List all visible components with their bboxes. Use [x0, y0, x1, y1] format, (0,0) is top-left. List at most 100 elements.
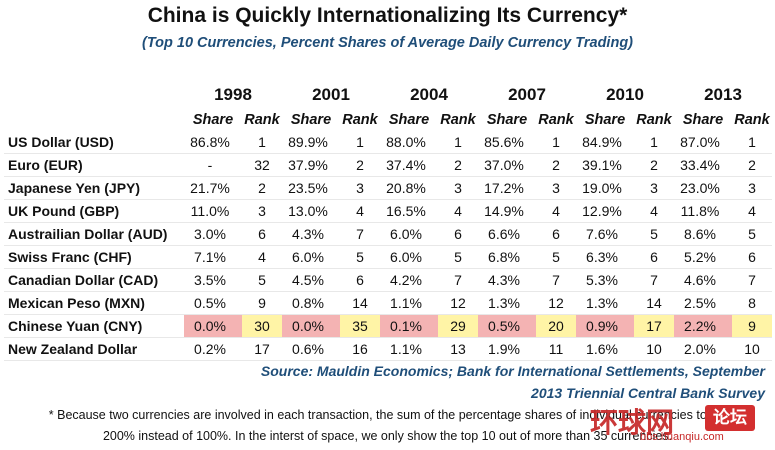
table-row: Swiss Franc (CHF) 7.1% 4 6.0% 5 6.0% 5 6.8% 5 6.3… [4, 246, 772, 269]
rank-column-label: Rank [440, 111, 476, 128]
share-cell: 1.3% [478, 292, 536, 315]
watermark-url: bbs.huanqiu.com [640, 431, 724, 443]
source-line-1: Source: Mauldin Economics; Bank for Inte… [260, 363, 765, 379]
share-cell: 11.0% [184, 200, 242, 223]
share-cell: 37.4% [380, 154, 438, 177]
rank-cell: 5 [536, 246, 576, 269]
share-cell: 6.3% [576, 246, 634, 269]
share-cell: 1.3% [576, 292, 634, 315]
currency-name: Austrailian Dollar (AUD) [4, 223, 184, 246]
rank-cell: 6 [340, 269, 380, 292]
share-cell: 2.5% [674, 292, 732, 315]
currency-name: Swiss Franc (CHF) [4, 246, 184, 269]
share-cell: 5.3% [576, 269, 634, 292]
rank-cell: 9 [732, 315, 772, 338]
share-cell: 0.2% [184, 338, 242, 361]
share-cell: 0.1% [380, 315, 438, 338]
rank-cell: 6 [438, 223, 478, 246]
share-cell: 85.6% [478, 131, 536, 154]
share-cell: - [184, 154, 242, 177]
share-cell: 3.5% [184, 269, 242, 292]
share-cell: 89.9% [282, 131, 340, 154]
share-column-label: Share [290, 111, 332, 128]
share-cell: 0.5% [478, 315, 536, 338]
rank-cell: 4 [634, 200, 674, 223]
rank-column-label: Rank [538, 111, 574, 128]
rank-column-label: Rank [734, 111, 770, 128]
share-cell: 86.8% [184, 131, 242, 154]
share-cell: 2.2% [674, 315, 732, 338]
share-cell: 87.0% [674, 131, 732, 154]
currency-name: Mexican Peso (MXN) [4, 292, 184, 315]
rank-cell: 7 [634, 269, 674, 292]
rank-cell: 10 [634, 338, 674, 361]
currency-name: Chinese Yuan (CNY) [4, 315, 184, 338]
share-cell: 39.1% [576, 154, 634, 177]
watermark: 环球网 论坛 bbs.huanqiu.com [590, 401, 770, 447]
rank-cell: 3 [340, 177, 380, 200]
rank-cell: 4 [242, 246, 282, 269]
share-cell: 1.9% [478, 338, 536, 361]
currency-name: New Zealand Dollar [4, 338, 184, 361]
share-cell: 5.2% [674, 246, 732, 269]
rank-column-label: Rank [244, 111, 280, 128]
rank-cell: 29 [438, 315, 478, 338]
year-header-row: 1998 2001 2004 2007 2010 2013 [4, 82, 772, 108]
rank-cell: 5 [732, 223, 772, 246]
share-cell: 7.1% [184, 246, 242, 269]
source-line-2: 2013 Triennial Central Bank Survey [531, 385, 765, 401]
share-cell: 4.3% [478, 269, 536, 292]
rank-cell: 6 [634, 246, 674, 269]
rank-cell: 2 [634, 154, 674, 177]
share-cell: 21.7% [184, 177, 242, 200]
share-cell: 0.5% [184, 292, 242, 315]
rank-cell: 1 [634, 131, 674, 154]
share-cell: 0.0% [282, 315, 340, 338]
rank-cell: 2 [536, 154, 576, 177]
rank-cell: 5 [634, 223, 674, 246]
corner-cell [4, 108, 184, 131]
rank-cell: 3 [536, 177, 576, 200]
share-cell: 4.2% [380, 269, 438, 292]
rank-cell: 1 [536, 131, 576, 154]
share-cell: 12.9% [576, 200, 634, 223]
watermark-logo: 环球网 [590, 406, 675, 439]
rank-cell: 5 [340, 246, 380, 269]
share-cell: 8.6% [674, 223, 732, 246]
year-header: 2013 [704, 85, 742, 104]
corner-cell [4, 82, 184, 108]
share-cell: 0.8% [282, 292, 340, 315]
share-cell: 1.1% [380, 338, 438, 361]
rank-cell: 14 [634, 292, 674, 315]
rank-cell: 35 [340, 315, 380, 338]
rank-cell: 3 [634, 177, 674, 200]
share-cell: 23.0% [674, 177, 732, 200]
share-cell: 16.5% [380, 200, 438, 223]
rank-cell: 7 [438, 269, 478, 292]
rank-cell: 4 [732, 200, 772, 223]
share-cell: 3.0% [184, 223, 242, 246]
share-cell: 20.8% [380, 177, 438, 200]
rank-cell: 17 [242, 338, 282, 361]
table-row: Japanese Yen (JPY) 21.7% 2 23.5% 3 20.8% 3 17.2… [4, 177, 772, 200]
share-column-label: Share [192, 111, 234, 128]
chart-title: China is Quickly Internationalizing Its … [147, 4, 628, 27]
rank-cell: 6 [536, 223, 576, 246]
currency-name: Euro (EUR) [4, 154, 184, 177]
rank-cell: 6 [242, 223, 282, 246]
rank-cell: 2 [438, 154, 478, 177]
column-label-row: Share Rank Share Rank Share Rank Share Rank Shar… [4, 108, 772, 131]
year-header: 2010 [606, 85, 644, 104]
share-cell: 6.8% [478, 246, 536, 269]
rank-cell: 2 [242, 177, 282, 200]
currency-name: US Dollar (USD) [4, 131, 184, 154]
rank-column-label: Rank [636, 111, 672, 128]
rank-cell: 2 [340, 154, 380, 177]
rank-cell: 3 [242, 200, 282, 223]
share-cell: 1.6% [576, 338, 634, 361]
rank-cell: 14 [340, 292, 380, 315]
share-cell: 13.0% [282, 200, 340, 223]
share-cell: 4.6% [674, 269, 732, 292]
rank-column-label: Rank [342, 111, 378, 128]
footnote-line-1: * Because two currencies are involved in… [48, 408, 727, 422]
